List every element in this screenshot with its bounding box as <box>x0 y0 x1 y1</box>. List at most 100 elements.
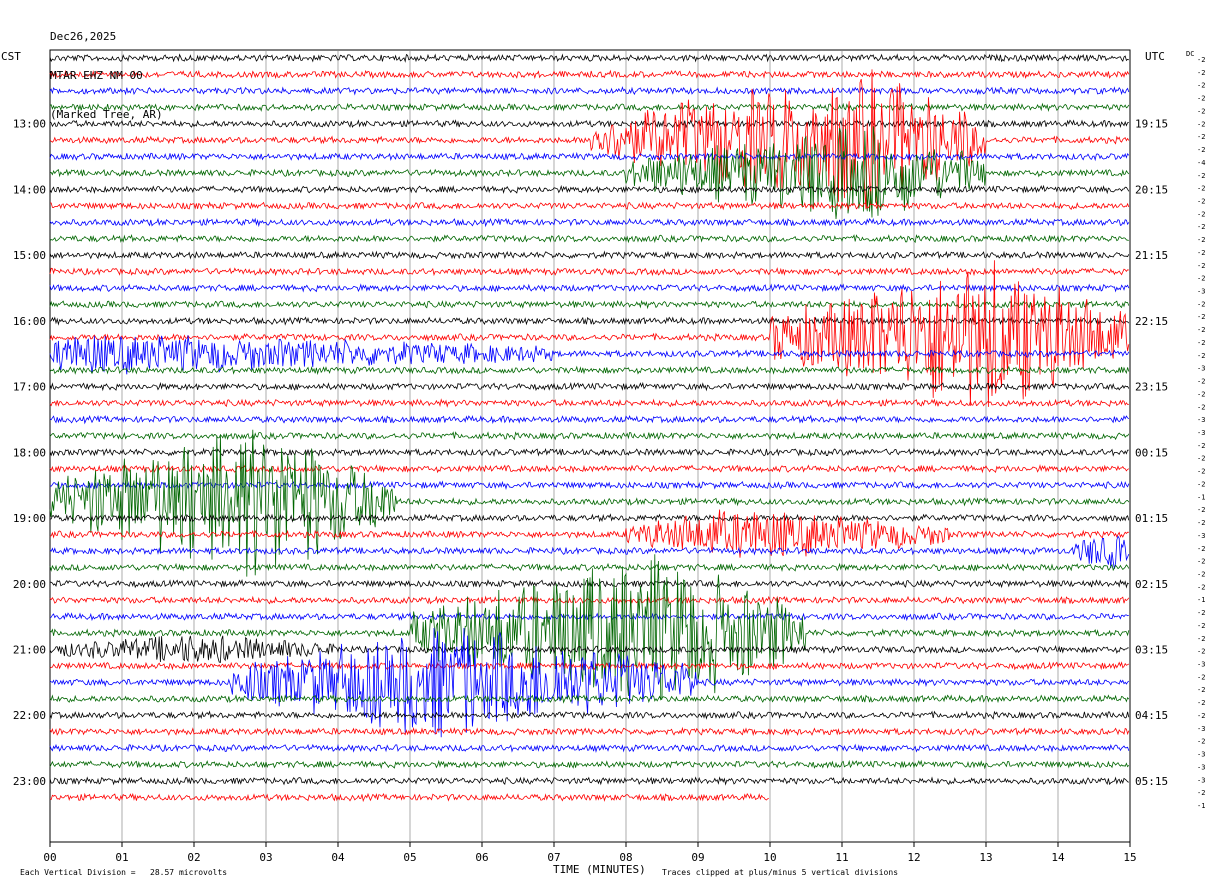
dc-offset-label: -2 <box>1197 352 1205 360</box>
trace-line <box>49 250 1130 260</box>
trace-line <box>49 554 1130 701</box>
x-tick-label: 00 <box>43 851 56 864</box>
dc-offset-labels: -2 -2 -2 -2 -2 -2 -2 -2 -4 -2 -2 -2 -2 -2 -2 -2 -2 -2 -3 -2… <box>1197 56 1205 810</box>
dc-offset-label: -2 <box>1197 403 1205 411</box>
dc-offset-label: -3 <box>1197 429 1205 437</box>
trace-line <box>49 201 1130 211</box>
trace-line <box>49 267 1129 277</box>
dc-offset-label: -2 <box>1197 82 1205 90</box>
trace-line <box>49 429 1130 577</box>
trace-line <box>49 759 1130 770</box>
dc-offset-label: -3 <box>1197 532 1205 540</box>
x-tick-label: 10 <box>763 851 776 864</box>
dc-offset-label: -2 <box>1197 609 1205 617</box>
x-tick-labels: 00 01 02 03 04 05 06 07 08 09 10 11 12 13 14 15 <box>43 842 1137 864</box>
trace-line <box>49 661 1130 671</box>
dc-offset-label: -2 <box>1197 95 1205 103</box>
x-tick-label: 11 <box>835 851 848 864</box>
utc-hour-label: 19:15 <box>1135 118 1168 131</box>
trace-line <box>49 694 1130 704</box>
cst-hour-label: 21:00 <box>13 643 46 656</box>
dc-offset-label: -3 <box>1197 751 1205 759</box>
trace-line <box>49 627 1130 738</box>
dc-offset-label: -2 <box>1197 455 1205 463</box>
dc-offset-label: -3 <box>1197 763 1205 771</box>
trace-line <box>49 184 1130 195</box>
dc-offset-label: -2 <box>1197 648 1205 656</box>
trace-line <box>49 535 1130 569</box>
x-tick-label: 02 <box>187 851 200 864</box>
scale-note: Each Vertical Division = 28.57 microvolt… <box>20 868 228 877</box>
trace-line <box>49 579 1130 589</box>
date-label: Dec26,2025 <box>50 30 117 43</box>
trace-line <box>49 86 1130 96</box>
utc-hour-label: 21:15 <box>1135 249 1168 262</box>
dc-offset-label: -2 <box>1197 468 1205 476</box>
cst-hour-label: 17:00 <box>13 381 46 394</box>
trace-line <box>49 509 1129 558</box>
trace-line <box>49 119 1129 129</box>
dc-offset-label: -2 <box>1197 442 1205 450</box>
utc-hour-label: 03:15 <box>1135 643 1168 656</box>
dc-offset-label: -2 <box>1197 120 1205 128</box>
dc-offset-label: -2 <box>1197 262 1205 270</box>
utc-hour-label: 22:15 <box>1135 315 1168 328</box>
location-label: (Marked Tree, AR) <box>50 108 163 121</box>
x-tick-label: 14 <box>1051 851 1065 864</box>
trace-line <box>49 102 1130 113</box>
x-tick-label: 13 <box>979 851 992 864</box>
trace-line <box>49 743 1130 753</box>
x-tick-label: 03 <box>259 851 272 864</box>
x-axis-title: TIME (MINUTES) <box>553 863 646 876</box>
cst-hour-label: 18:00 <box>13 446 46 459</box>
utc-hour-label: 00:15 <box>1135 446 1168 459</box>
trace-line <box>49 513 1130 523</box>
trace-line <box>49 260 1130 407</box>
dc-offset-label: -2 <box>1197 712 1205 720</box>
cst-zone-label: CST <box>1 50 21 63</box>
trace-line <box>49 398 1129 408</box>
station-label: MTAR EHZ NM 00 <box>50 69 143 82</box>
utc-hour-label: 01:15 <box>1135 512 1168 525</box>
plot-frame <box>49 49 1131 843</box>
trace-line <box>49 217 1130 228</box>
dc-offset-label: -2 <box>1197 185 1205 193</box>
dc-offset-label: -2 <box>1197 390 1205 398</box>
dc-offset-label: -3 <box>1197 365 1205 373</box>
utc-zone-label: UTC <box>1145 50 1165 63</box>
dc-offset-label: -2 <box>1197 545 1205 553</box>
x-tick-label: 01 <box>115 851 128 864</box>
dc-offset-label: -2 <box>1197 210 1205 218</box>
cst-hour-label: 23:00 <box>13 775 46 788</box>
utc-hour-label: 04:15 <box>1135 709 1168 722</box>
dc-offset-label: -2 <box>1197 146 1205 154</box>
dc-offset-label: -3 <box>1197 416 1205 424</box>
cst-hour-label: 20:00 <box>13 578 46 591</box>
x-tick-label: 08 <box>619 851 632 864</box>
trace-line <box>49 431 1130 441</box>
trace-line <box>49 464 1130 474</box>
x-tick-label: 09 <box>691 851 704 864</box>
x-tick-label: 15 <box>1123 851 1136 864</box>
dc-offset-label: -2 <box>1197 300 1205 308</box>
minute-grid <box>49 49 1131 843</box>
x-tick-label: 06 <box>475 851 488 864</box>
trace-line <box>49 792 769 803</box>
dc-offset-label: -2 <box>1197 339 1205 347</box>
cst-hour-labels: 13:00 14:00 15:00 16:00 17:00 18:00 19:00 20:00… <box>13 118 46 788</box>
dc-offset-label: -1 <box>1197 493 1205 501</box>
dc-offset-label: -2 <box>1197 172 1205 180</box>
dc-offset-label: -2 <box>1197 558 1205 566</box>
trace-line <box>49 283 1130 293</box>
dc-offset-label: -2 <box>1197 133 1205 141</box>
utc-hour-labels: 19:15 20:15 21:15 22:15 23:15 00:15 01:15 02:15… <box>1135 118 1168 788</box>
dc-offset-label: -2 <box>1197 506 1205 514</box>
cst-hour-label: 19:00 <box>13 512 46 525</box>
dc-offset-label: -2 <box>1197 570 1205 578</box>
x-tick-label: 04 <box>331 851 345 864</box>
cst-hour-label: 22:00 <box>13 709 46 722</box>
trace-line <box>49 69 1130 80</box>
trace-line <box>49 299 1130 310</box>
dc-offset-label: -1 <box>1197 802 1205 810</box>
x-tick-label: 12 <box>907 851 920 864</box>
